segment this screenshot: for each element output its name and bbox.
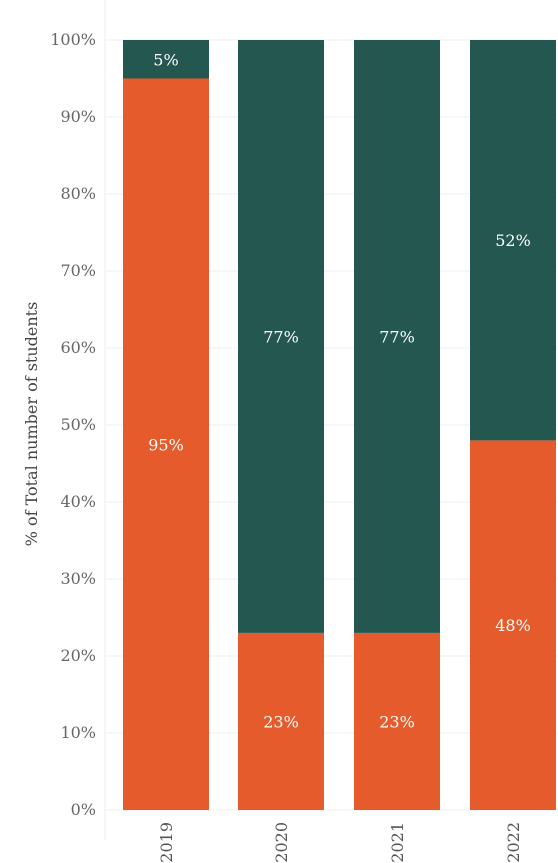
x-tick-label: 2022: [504, 822, 523, 863]
x-tick-label: 2019: [157, 822, 176, 863]
y-tick-label: 90%: [60, 107, 96, 126]
y-tick-label: 10%: [60, 723, 96, 742]
bar-segment: [123, 78, 209, 810]
data-label: 48%: [495, 616, 531, 635]
bar-segment: [238, 40, 324, 633]
data-label: 77%: [263, 327, 299, 346]
bar-segment: [470, 40, 556, 441]
data-label: 23%: [263, 712, 299, 731]
x-axis-ticks: 2019 2020 2021 2022: [157, 822, 523, 863]
data-label: 23%: [379, 712, 415, 731]
bar-segment: [238, 632, 324, 810]
bar-segment: [354, 632, 440, 810]
data-label: 77%: [379, 327, 415, 346]
y-tick-label: 20%: [60, 646, 96, 665]
x-tick-label: 2020: [272, 822, 291, 863]
bar-segment: [123, 40, 209, 79]
y-tick-label: 100%: [50, 30, 96, 49]
y-tick-label: 60%: [60, 338, 96, 357]
data-label: 5%: [153, 50, 178, 69]
bar-segment: [470, 440, 556, 810]
y-tick-label: 80%: [60, 184, 96, 203]
bar-segment: [354, 40, 440, 633]
data-labels: 95% 5% 23% 77% 23% 77% 48% 52%: [148, 50, 531, 731]
y-axis-ticks: 0% 10% 20% 30% 40% 50% 60% 70% 80% 90% 100%: [50, 30, 96, 819]
y-tick-label: 50%: [60, 415, 96, 434]
y-tick-label: 40%: [60, 492, 96, 511]
y-tick-label: 30%: [60, 569, 96, 588]
bars: [123, 40, 556, 810]
x-tick-label: 2021: [388, 822, 407, 863]
y-tick-label: 70%: [60, 261, 96, 280]
data-label: 52%: [495, 231, 531, 250]
y-axis-title: % of Total number of students: [22, 302, 41, 547]
y-tick-label: 0%: [71, 800, 96, 819]
data-label: 95%: [148, 435, 184, 454]
